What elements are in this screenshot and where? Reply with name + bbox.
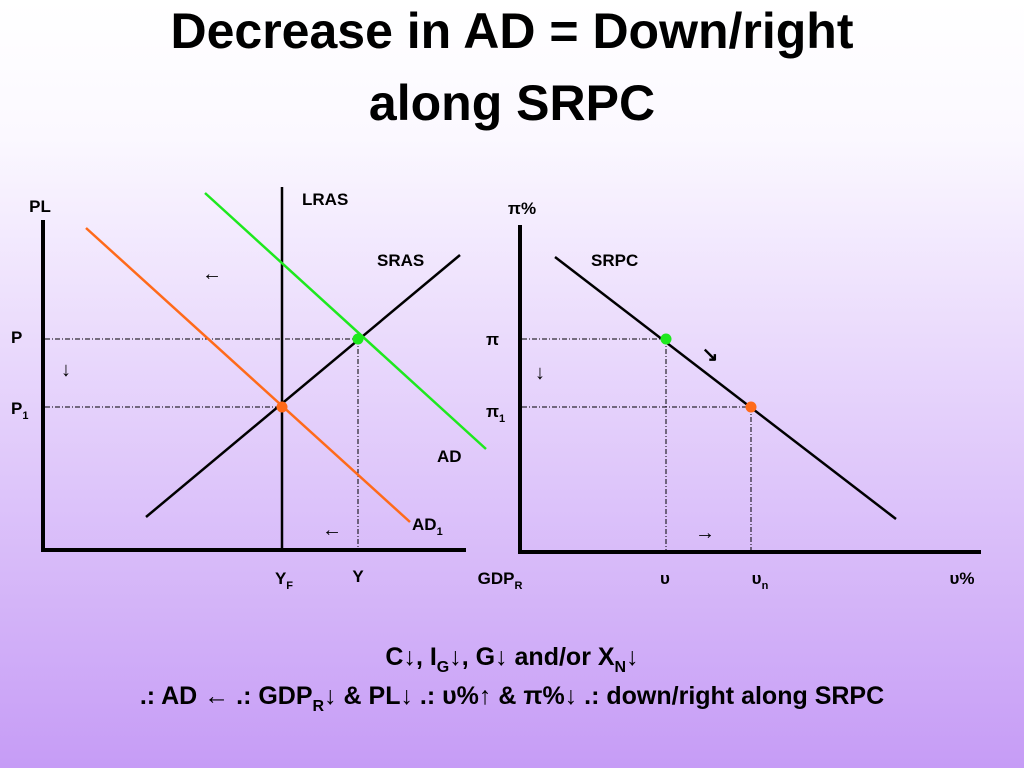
y-axis-label: PL — [29, 197, 51, 216]
label-text: C↓, I — [385, 643, 436, 671]
subscript: 1 — [437, 526, 443, 538]
subscript: 1 — [22, 410, 28, 422]
footer-line: .: AD ← .: GDPR↓ & PL↓ .: υ%↑ & π%↓ .: d… — [140, 682, 884, 715]
shift-arrow: ← — [202, 263, 222, 285]
subscript: G — [437, 659, 449, 676]
shift-arrow: → — [695, 522, 715, 544]
x-label: υn — [752, 569, 769, 592]
shift-arrow: ↓ — [61, 359, 71, 381]
x-axis-label: υ% — [949, 569, 974, 588]
label-text: P — [11, 328, 22, 347]
shift-arrow: ↘ — [702, 344, 719, 366]
label-text: π — [486, 330, 499, 349]
equilibrium-point — [352, 333, 364, 345]
label-text: P — [11, 399, 22, 418]
point — [745, 401, 757, 413]
y-axis-label: π% — [508, 199, 536, 218]
y-label: P1 — [11, 399, 28, 422]
y-label: P — [11, 328, 22, 347]
x-label: YF — [275, 569, 293, 592]
subscript: R — [514, 580, 522, 592]
title: Decrease in AD = Down/right — [170, 3, 853, 59]
title: along SRPC — [369, 75, 655, 131]
label-text: ↓ & PL↓ .: υ%↑ & π%↓ .: down/right along… — [324, 682, 884, 710]
point — [660, 333, 672, 345]
shift-arrow: ← — [322, 519, 342, 541]
curve-label: AD — [437, 447, 462, 466]
equilibrium-point — [276, 401, 288, 413]
footer-line: C↓, IG↓, G↓ and/or XN↓ — [385, 643, 638, 676]
sras-curve — [145, 254, 461, 518]
subscript: N — [615, 659, 627, 676]
label-text: π — [486, 402, 499, 421]
ad1-curve — [85, 227, 411, 523]
y-label: π1 — [486, 402, 505, 425]
x-label: Y — [352, 567, 364, 586]
x-label: υ — [660, 569, 670, 588]
label-text: ↓ — [626, 643, 639, 671]
y-label: π — [486, 330, 499, 349]
phillips-diagram — [518, 225, 981, 554]
ad-curve — [204, 192, 487, 450]
label-text: ↓, G↓ and/or X — [449, 643, 615, 671]
label-text: Y — [275, 569, 287, 588]
label-text: AD — [412, 515, 437, 534]
shift-arrow: ↓ — [535, 362, 545, 384]
subscript: n — [762, 580, 769, 592]
label-text: .: AD ← .: GDP — [140, 682, 313, 710]
subscript: F — [286, 580, 293, 592]
curve-label: SRPC — [591, 251, 638, 270]
subscript: 1 — [499, 413, 505, 425]
curve-label: LRAS — [302, 190, 348, 209]
label-text: υ — [660, 569, 670, 588]
x-axis-label: GDPR — [478, 569, 523, 592]
label-text: υ — [752, 569, 762, 588]
srpc-curve — [554, 256, 897, 520]
label-text: GDP — [478, 569, 515, 588]
subscript: R — [313, 698, 325, 715]
label-text: Y — [352, 567, 364, 586]
curve-label: AD1 — [412, 515, 443, 538]
ad-as-diagram — [41, 187, 487, 552]
curve-label: SRAS — [377, 251, 424, 270]
